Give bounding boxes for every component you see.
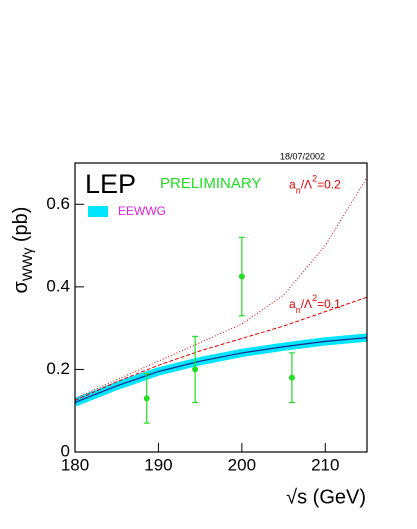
data-point bbox=[238, 273, 245, 280]
x-tick-label: 200 bbox=[228, 455, 256, 474]
band bbox=[75, 333, 367, 407]
line bbox=[75, 296, 367, 401]
x-tick-label: 180 bbox=[61, 455, 89, 474]
y-tick-label: 0.6 bbox=[46, 194, 70, 213]
status: PRELIMINARY bbox=[160, 175, 261, 192]
label-part: 2 bbox=[312, 294, 317, 304]
x-tick-label: 210 bbox=[311, 455, 339, 474]
y-tick-label: 0.2 bbox=[46, 359, 70, 378]
label-part: a bbox=[289, 297, 296, 311]
experiment: LEP bbox=[85, 169, 136, 199]
date: 18/07/2002 bbox=[280, 151, 325, 161]
legend-label: EEWWG bbox=[118, 204, 166, 218]
y-tick-label: 0.4 bbox=[46, 276, 70, 295]
label-part: /Λ bbox=[301, 178, 312, 192]
data-point bbox=[288, 374, 295, 381]
label-part: =0.2 bbox=[317, 178, 341, 192]
label-part: n bbox=[296, 186, 301, 196]
curve-label: an/Λ2=0.1 bbox=[289, 294, 341, 316]
curve-label: an/Λ2=0.2 bbox=[289, 174, 341, 196]
plot-area bbox=[75, 177, 367, 407]
label-part: =0.1 bbox=[317, 297, 341, 311]
legend-swatch bbox=[88, 206, 108, 217]
frame bbox=[74, 162, 368, 453]
x-axis-label: √s (GeV) bbox=[286, 486, 366, 508]
x-tick-label: 190 bbox=[144, 455, 172, 474]
data-point bbox=[143, 395, 150, 402]
data-point bbox=[192, 366, 199, 373]
label-part: /Λ bbox=[301, 297, 312, 311]
y-axis-label: σWWγ (pb) bbox=[10, 207, 34, 294]
label-part: a bbox=[289, 178, 296, 192]
label-part: 2 bbox=[312, 174, 317, 184]
y-tick-label: 0 bbox=[61, 441, 70, 460]
label-part: n bbox=[296, 306, 301, 316]
line bbox=[75, 337, 367, 404]
line bbox=[75, 177, 367, 399]
